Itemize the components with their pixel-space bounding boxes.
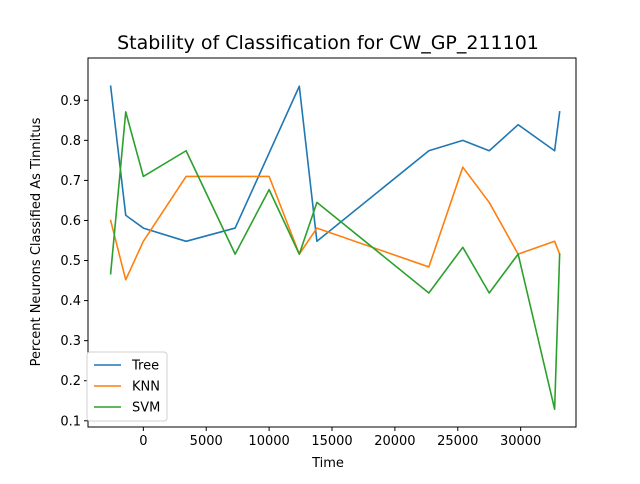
x-axis-ticks: 0 5000 10000 15000 20000 25000 30000	[139, 427, 541, 449]
x-axis-label: Time	[311, 456, 344, 471]
y-axis-ticks: 0.1 0.2 0.3 0.4 0.5 0.6 0.7 0.8 0.9	[60, 94, 88, 429]
y-tick-label: 0.1	[60, 414, 81, 429]
legend-label-tree: Tree	[131, 359, 159, 374]
legend: Tree KNN SVM	[86, 351, 168, 422]
x-tick-label: 0	[139, 434, 147, 449]
y-tick-label: 0.9	[60, 94, 81, 109]
legend-box	[86, 351, 168, 422]
y-axis-label: Percent Neurons Classified As Tinnitus	[29, 117, 44, 366]
y-tick-label: 0.7	[60, 174, 81, 189]
y-tick-label: 0.6	[60, 214, 81, 229]
series-line-knn	[109, 166, 561, 281]
legend-label-svm: SVM	[132, 401, 160, 416]
y-tick-label: 0.3	[60, 334, 81, 349]
y-tick-label: 0.8	[60, 134, 81, 149]
series-line-tree	[109, 85, 561, 243]
x-tick-label: 25000	[437, 434, 478, 449]
y-tick-label: 0.5	[60, 254, 81, 269]
legend-label-knn: KNN	[132, 380, 160, 395]
x-tick-label: 30000	[500, 434, 541, 449]
x-tick-label: 5000	[190, 434, 223, 449]
y-tick-label: 0.2	[60, 374, 81, 389]
x-tick-label: 10000	[248, 434, 289, 449]
x-tick-label: 20000	[374, 434, 415, 449]
x-tick-label: 15000	[311, 434, 352, 449]
chart-title: Stability of Classification for CW_GP_21…	[117, 32, 539, 54]
y-tick-label: 0.4	[60, 294, 81, 309]
series-layer	[109, 85, 561, 410]
series-line-svm	[109, 111, 561, 410]
